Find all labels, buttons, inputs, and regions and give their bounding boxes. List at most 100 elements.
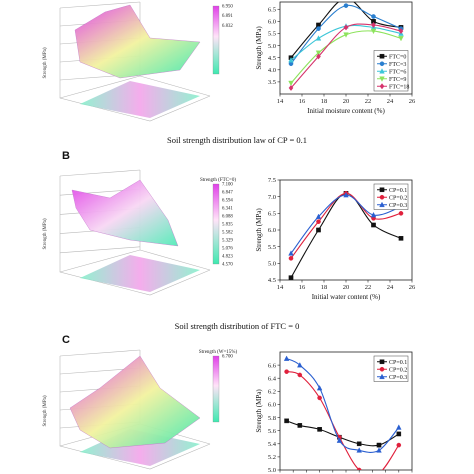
colorbar-tick-label: 6.594 (222, 199, 233, 204)
legend-label: CP=0.1 (389, 360, 407, 366)
data-point (379, 76, 385, 82)
line-chart-3: 024681012141618205.05.25.45.65.86.06.26.… (255, 351, 413, 474)
caption-panel-a: Soil strength distribution law of CP = 0… (166, 135, 307, 145)
y-tick-label: 6.0 (268, 227, 276, 234)
surface-mesh (74, 4, 201, 79)
x-tick-label: 22 (365, 98, 372, 105)
colorbar-tick-label: 4.823 (222, 255, 233, 260)
x-axis-label: Initial moisture content (%) (307, 107, 385, 115)
legend: CP=0.1CP=0.2 CP=0.3 (373, 355, 409, 382)
data-point (283, 355, 290, 361)
data-point (317, 427, 322, 432)
legend-label: CP=0.3 (389, 375, 407, 381)
x-tick-label: 24 (387, 98, 394, 105)
colorbar-tick-label: 6.832 (222, 24, 233, 29)
colorbar-tick-label: 6.891 (222, 14, 233, 19)
data-point (379, 373, 385, 380)
data-point (379, 194, 385, 200)
data-point (398, 211, 404, 216)
y-tick-label: 7.0 (268, 194, 276, 201)
colorbar: Strength (FTC=0)7.100 6.847 6.594 6.341 6.08… (200, 178, 236, 268)
data-point (316, 227, 321, 233)
data-point (343, 24, 349, 31)
data-point (371, 21, 376, 29)
y-tick-label: 6.6 (268, 362, 277, 369)
surface-floor-projection (80, 255, 200, 292)
data-point (288, 256, 294, 261)
data-point (336, 437, 343, 443)
x-tick-label: 22 (365, 284, 372, 291)
colorbar-tick-label: 6.847 (222, 191, 233, 196)
data-point (398, 236, 404, 241)
data-point (288, 275, 294, 280)
data-point (379, 366, 385, 372)
series-2 (284, 369, 402, 470)
data-point (343, 191, 349, 198)
x-tick-label: 26 (409, 284, 416, 291)
colorbar-tick-label: 6.700 (222, 355, 233, 360)
data-point (284, 369, 289, 374)
data-point (371, 222, 376, 228)
data-point (398, 28, 404, 35)
x-axis-label: Initial water content (%) (312, 293, 381, 301)
x-tick-label: 20 (343, 98, 350, 105)
x-tick-label: 24 (387, 284, 394, 291)
data-point (379, 83, 385, 90)
data-point (370, 28, 377, 35)
x-tick-label: 14 (277, 98, 284, 105)
data-point (316, 385, 323, 391)
data-point (376, 447, 382, 453)
data-point (356, 467, 362, 470)
panel-letter-c: C (62, 334, 70, 346)
y-tick-label: 6.0 (268, 19, 276, 26)
surface-z-label: Strength (MPa) (43, 395, 48, 426)
colorbar-tick-label: 5.076 (222, 247, 233, 252)
data-point (288, 80, 294, 87)
y-tick-label: 6.5 (268, 6, 276, 13)
colorbar-tick-label: 5.329 (222, 239, 233, 244)
surface-plot-2: Strength (MPa) Strength (FTC=0)7.100 6.847… (43, 169, 236, 296)
series-5 (288, 21, 404, 91)
data-point (356, 447, 362, 453)
series-2 (288, 3, 404, 67)
colorbar-tick-label: 4.570 (222, 263, 233, 268)
legend-label: CP=0.3 (389, 203, 407, 209)
data-point (379, 201, 385, 208)
data-point (376, 442, 382, 448)
x-tick-label: 16 (299, 284, 306, 291)
data-point (288, 84, 294, 91)
data-point (356, 441, 362, 447)
data-point (316, 53, 321, 60)
y-tick-label: 4.0 (268, 67, 276, 74)
y-tick-label: 6.4 (268, 375, 277, 382)
colorbar: 6.950 6.891 6.832 (212, 5, 233, 75)
data-point (317, 395, 322, 401)
colorbar-tick-label: 7.100 (222, 183, 233, 188)
x-tick-label: 14 (277, 284, 284, 291)
surface-z-label: Strength (MPa) (43, 47, 48, 78)
data-point (288, 250, 294, 256)
y-tick-label: 5.8 (268, 415, 276, 422)
data-point (396, 442, 402, 448)
legend-label: CP=0.2 (389, 195, 407, 201)
legend-label: FTC=3 (389, 62, 406, 68)
colorbar-tick-label: 5.835 (222, 223, 233, 228)
legend-label: FTC=6 (389, 69, 406, 75)
series-line (286, 420, 400, 447)
y-tick-label: 5.0 (268, 43, 276, 50)
colorbar-title: Strength (W=15%) (199, 350, 238, 355)
caption-panel-b: Soil strength distribution of FTC = 0 (174, 321, 300, 331)
series-line (290, 2, 402, 59)
series-4 (288, 28, 404, 87)
y-tick-label: 4.5 (268, 277, 276, 284)
data-point (315, 50, 322, 56)
data-point (396, 431, 402, 437)
data-point (398, 36, 404, 42)
y-axis-label: Strength (MPa) (255, 208, 263, 252)
legend-label: FTC=18 (389, 84, 409, 90)
surface-mesh (69, 355, 201, 449)
panel-letter-b: B (62, 150, 70, 162)
data-point (343, 32, 349, 38)
